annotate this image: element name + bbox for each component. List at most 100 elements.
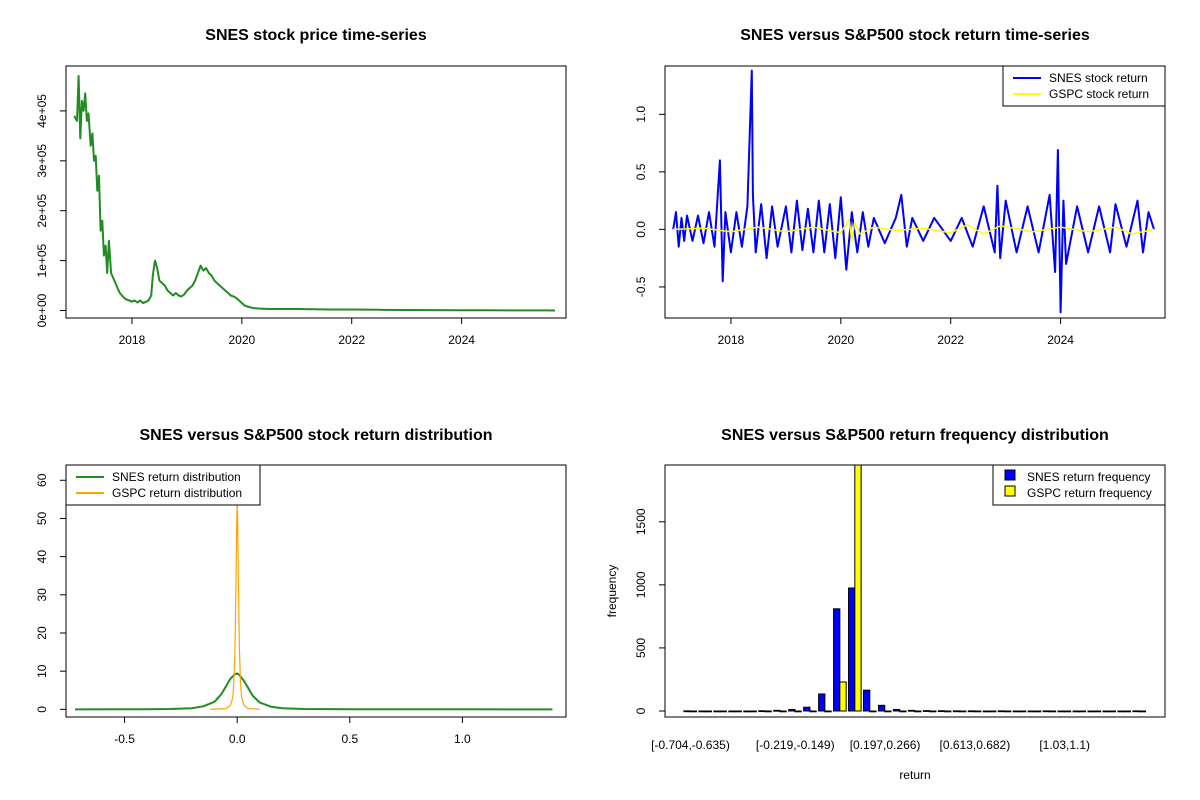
y-tick-label: 0 [35,706,49,713]
bar-snes-29 [1117,710,1125,713]
bar-snes-24 [1042,710,1050,713]
bar-snes-11 [848,587,856,712]
bar-snes-23 [1027,710,1035,713]
bar-gspc-29 [1123,710,1132,713]
bar-snes-17 [937,710,946,713]
bar-snes-18 [952,710,961,713]
x-tick-label: [1.03,1.1) [1039,738,1090,752]
legend-swatch [1004,485,1016,497]
bar-snes-27 [1087,710,1095,713]
legend-box [65,464,261,506]
x-tick-label: 0.5 [341,732,358,746]
series-line-gspc-return-distribution [210,502,260,710]
bar-gspc-23 [1033,710,1042,713]
bar-snes-9 [818,693,826,712]
x-tick-label: 2018 [119,333,146,347]
bar-gspc-20 [989,710,997,713]
bar-gspc-24 [1048,710,1057,713]
legend-label: GSPC stock return [1049,87,1149,101]
bar-gspc-13 [884,710,892,713]
bar-snes-22 [1012,710,1020,713]
y-tick-label: -0.5 [634,276,648,297]
bar-gspc-2 [719,710,727,713]
bar-gspc-6 [779,710,787,713]
bar-snes-8 [803,706,811,712]
bar-gspc-22 [1018,710,1027,713]
bar-snes-4 [743,710,751,713]
x-tick-label: [-0.704,-0.635) [651,738,730,752]
y-tick-label: 1.0 [634,106,648,123]
bar-gspc-17 [944,710,952,713]
bar-snes-10 [833,608,841,712]
bar-snes-12 [863,689,871,712]
bar-snes-1 [698,710,706,713]
series-line-gspc-stock-return [673,218,1155,242]
y-tick-label: 2e+05 [35,194,49,228]
bar-gspc-25 [1063,710,1072,713]
y-tick-label: 30 [35,588,49,602]
bar-gspc-30 [1138,710,1147,713]
y-tick-label: 40 [35,550,49,564]
legend-label: SNES return frequency [1027,470,1150,484]
x-tick-label: 2018 [718,333,745,347]
panel-snes-price: SNES stock price time-series 2018 2020 2022… [35,27,567,347]
x-tick-label: 2024 [448,333,475,347]
bar-snes-7 [788,708,796,712]
y-tick-label: 0e+00 [35,293,49,327]
legend-label: SNES return distribution [112,470,241,484]
bar-gspc-4 [749,710,757,713]
chart-title: SNES versus S&P500 stock return time-ser… [740,27,1090,44]
plot-frame [65,65,567,319]
bar-gspc-27 [1093,710,1102,713]
bar-gspc-18 [959,710,967,713]
y-tick-label: 0.0 [634,221,648,238]
bar-snes-6 [773,709,781,712]
plot-frame [664,464,1166,718]
bar-gspc-14 [899,710,907,713]
series-line-price [73,75,556,312]
legend-box [1002,65,1166,107]
x-tick-label: 0.0 [229,732,246,746]
bar-gspc-3 [734,710,742,713]
bar-snes-30 [1132,710,1140,713]
x-tick-label: -0.5 [114,732,135,746]
chart-title: SNES stock price time-series [205,27,427,44]
x-tick-label: 2022 [338,333,365,347]
y-axis-label: frequency [605,565,619,618]
bar-snes-2 [713,710,721,713]
bar-gspc-12 [869,710,877,713]
bar-gspc-28 [1108,710,1117,713]
bar-snes-0 [683,710,691,713]
bar-gspc-5 [764,710,772,713]
bar-snes-21 [997,710,1006,713]
y-tick-label: 50 [35,511,49,525]
bar-snes-14 [892,708,901,712]
series-line-snes-return-distribution [74,672,553,711]
bar-snes-15 [907,709,916,712]
x-tick-label: 2024 [1047,333,1074,347]
bar-gspc-9 [824,710,832,713]
bar-snes-28 [1102,710,1110,713]
chart-title: SNES versus S&P500 return frequency dist… [721,427,1109,444]
chart-title: SNES versus S&P500 stock return distribu… [140,427,493,444]
legend-label: SNES stock return [1049,71,1148,85]
bar-gspc-7 [794,710,802,713]
y-tick-label: 0.5 [634,163,648,180]
legend-label: GSPC return frequency [1027,486,1152,500]
panel-return-frequency: SNES versus S&P500 return frequency dist… [605,427,1166,782]
x-axis-label: return [899,768,930,782]
x-tick-label: [0.613,0.682) [940,738,1011,752]
legend-box [992,464,1166,506]
x-tick-label: 2020 [228,333,255,347]
x-tick-label: 1.0 [454,732,471,746]
x-tick-label: [-0.219,-0.149) [756,738,835,752]
x-tick-label: 2022 [937,333,964,347]
bar-snes-26 [1072,710,1080,713]
y-tick-label: 4e+05 [35,94,49,128]
y-tick-label: 1500 [634,508,648,535]
y-tick-label: 500 [634,638,648,658]
series-line-snes-stock-return [672,69,1155,314]
y-tick-label: 60 [35,473,49,487]
bar-snes-25 [1057,710,1065,713]
